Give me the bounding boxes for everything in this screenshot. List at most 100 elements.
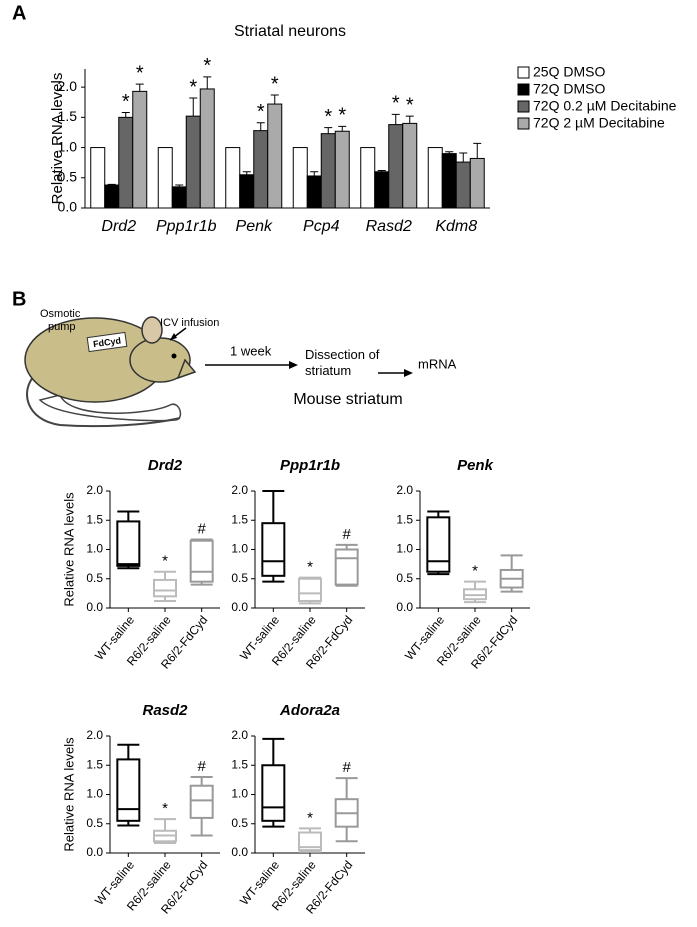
box-whisker xyxy=(154,570,176,580)
error-bar xyxy=(473,142,482,159)
panel-label: A xyxy=(12,2,26,24)
y-tick-label: 0.5 xyxy=(231,571,248,585)
legend-swatch xyxy=(517,66,530,79)
bar xyxy=(334,130,350,209)
box xyxy=(426,516,451,573)
y-tick-label: 0.5 xyxy=(396,571,413,585)
y-tick-label: 1.5 xyxy=(396,512,413,526)
chart-title: Striatal neurons xyxy=(234,23,346,40)
bar xyxy=(306,175,322,209)
box xyxy=(189,784,214,819)
y-tick-label: 2.0 xyxy=(86,483,103,497)
significance-mark: # xyxy=(197,758,206,775)
bar xyxy=(292,147,308,209)
error-bar xyxy=(445,151,454,154)
bar xyxy=(455,161,471,209)
y-tick-label: 2.0 xyxy=(231,728,248,742)
legend-label: 72Q 0.2 µM Decitabine xyxy=(533,98,677,114)
y-tick-label: 0.5 xyxy=(86,816,103,830)
x-tick-label: Kdm8 xyxy=(435,218,477,235)
y-tick-label: 1.0 xyxy=(86,787,103,801)
box xyxy=(298,831,322,852)
legend-swatch xyxy=(517,117,530,130)
y-tick-label: 1.5 xyxy=(231,757,248,771)
chart-title: Adora2a xyxy=(279,702,340,719)
y-tick-label: 1.0 xyxy=(231,542,248,556)
box xyxy=(261,522,286,577)
box xyxy=(261,764,286,822)
significance-mark: * xyxy=(338,105,346,127)
significance-mark: * xyxy=(406,94,414,116)
x-tick-label: Ppp1r1b xyxy=(156,218,217,235)
y-tick-label: 0.5 xyxy=(231,816,248,830)
chart-title: Penk xyxy=(457,457,494,474)
box-whisker xyxy=(117,743,140,760)
error-bar xyxy=(242,171,251,175)
y-tick-label: 0.0 xyxy=(58,199,78,215)
y-tick-label: 2.0 xyxy=(86,728,103,742)
error-bar xyxy=(189,97,198,117)
box-whisker xyxy=(335,826,358,843)
bar xyxy=(199,88,215,209)
legend-label: 25Q DMSO xyxy=(533,64,605,80)
error-bar xyxy=(256,122,265,131)
error-bar xyxy=(405,115,414,124)
box-whisker xyxy=(117,510,140,522)
x-tick-label: Drd2 xyxy=(101,218,136,235)
box xyxy=(189,539,214,583)
box-whisker xyxy=(262,737,285,766)
x-tick-label: Penk xyxy=(236,218,273,235)
box-whisker xyxy=(190,817,213,837)
box-whisker xyxy=(335,777,358,800)
y-tick-label: 0.5 xyxy=(58,168,78,184)
y-tick-label: 0.0 xyxy=(396,600,413,614)
bar xyxy=(132,90,148,209)
x-tick-label: Rasd2 xyxy=(366,218,412,235)
box-whisker xyxy=(190,775,213,786)
error-bar xyxy=(377,170,386,172)
bar xyxy=(118,116,134,209)
bar xyxy=(388,124,404,209)
bar xyxy=(360,147,376,209)
significance-mark: * xyxy=(472,563,478,580)
error-bar xyxy=(391,113,400,125)
bar xyxy=(267,103,283,209)
y-tick-label: 0.0 xyxy=(86,845,103,859)
bar xyxy=(374,171,390,209)
chart-title: Drd2 xyxy=(148,457,183,474)
mouse-illustration xyxy=(24,316,413,428)
y-tick-label: 2.0 xyxy=(58,78,78,94)
bar xyxy=(402,122,418,209)
box-whisker xyxy=(154,818,176,831)
significance-mark: * xyxy=(324,106,332,128)
y-tick-label: 1.5 xyxy=(231,512,248,526)
y-tick-label: 2.0 xyxy=(396,483,413,497)
diagram-label: 1 week xyxy=(230,343,272,358)
x-tick-label: Pcp4 xyxy=(303,218,340,235)
significance-mark: * xyxy=(136,62,144,84)
significance-mark: # xyxy=(342,759,351,776)
y-tick-label: 0.5 xyxy=(86,571,103,585)
bar xyxy=(320,133,336,209)
bar xyxy=(171,186,187,209)
significance-mark: * xyxy=(162,553,168,570)
diagram-label: Dissection of striatum xyxy=(305,347,380,378)
error-bar xyxy=(310,171,319,176)
diagram-label: mRNA xyxy=(418,356,457,371)
y-tick-label: 1.0 xyxy=(58,138,78,154)
legend-label: 72Q DMSO xyxy=(533,81,605,97)
box xyxy=(298,577,322,602)
diagram-label: ICV infusion xyxy=(160,317,219,329)
significance-mark: # xyxy=(342,526,351,543)
panel-label: B xyxy=(12,288,26,310)
significance-mark: * xyxy=(307,559,313,576)
significance-mark: * xyxy=(203,55,211,77)
box xyxy=(116,758,141,822)
bar xyxy=(225,147,241,209)
y-tick-label: 1.0 xyxy=(396,542,413,556)
bar xyxy=(441,153,457,209)
bar xyxy=(427,147,443,209)
y-tick-label: 0.0 xyxy=(231,845,248,859)
